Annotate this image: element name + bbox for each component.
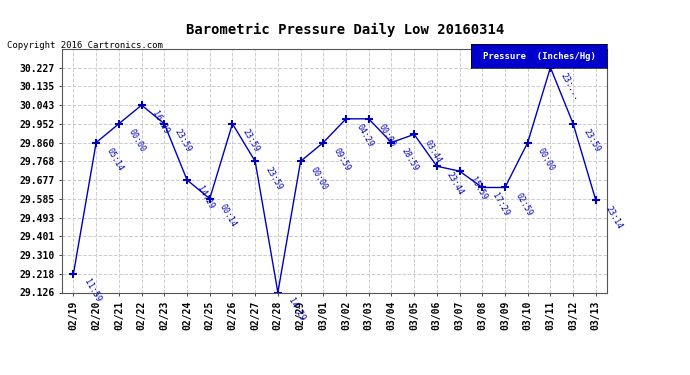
Text: 23:44: 23:44	[445, 170, 466, 196]
Text: Copyright 2016 Cartronics.com: Copyright 2016 Cartronics.com	[7, 41, 163, 50]
Text: 23:...: 23:...	[559, 72, 582, 102]
Text: 03:44: 03:44	[422, 138, 443, 165]
Text: 00:00: 00:00	[377, 123, 397, 149]
Text: 05:14: 05:14	[104, 147, 125, 173]
Text: 14:29: 14:29	[195, 184, 216, 210]
Text: 00:00: 00:00	[309, 165, 329, 192]
Text: 23:59: 23:59	[582, 128, 602, 154]
Text: 17:29: 17:29	[491, 192, 511, 218]
Text: 00:00: 00:00	[127, 128, 148, 154]
Text: 09:59: 09:59	[332, 147, 352, 173]
Text: 23:59: 23:59	[241, 128, 261, 154]
Text: 00:14: 00:14	[218, 203, 238, 229]
Text: 28:59: 28:59	[400, 147, 420, 173]
Text: 23:59: 23:59	[172, 128, 193, 154]
Text: 02:59: 02:59	[513, 192, 533, 218]
Text: 23:59: 23:59	[264, 165, 284, 192]
Text: 04:29: 04:29	[355, 123, 375, 149]
Text: Barometric Pressure Daily Low 20160314: Barometric Pressure Daily Low 20160314	[186, 22, 504, 37]
Text: 11:59: 11:59	[82, 278, 102, 304]
Text: 14:29: 14:29	[286, 297, 306, 323]
Text: 15:59: 15:59	[468, 175, 489, 201]
Text: 23:14: 23:14	[604, 204, 624, 231]
Text: 16:29: 16:29	[150, 109, 170, 135]
Text: 00:00: 00:00	[536, 147, 556, 173]
